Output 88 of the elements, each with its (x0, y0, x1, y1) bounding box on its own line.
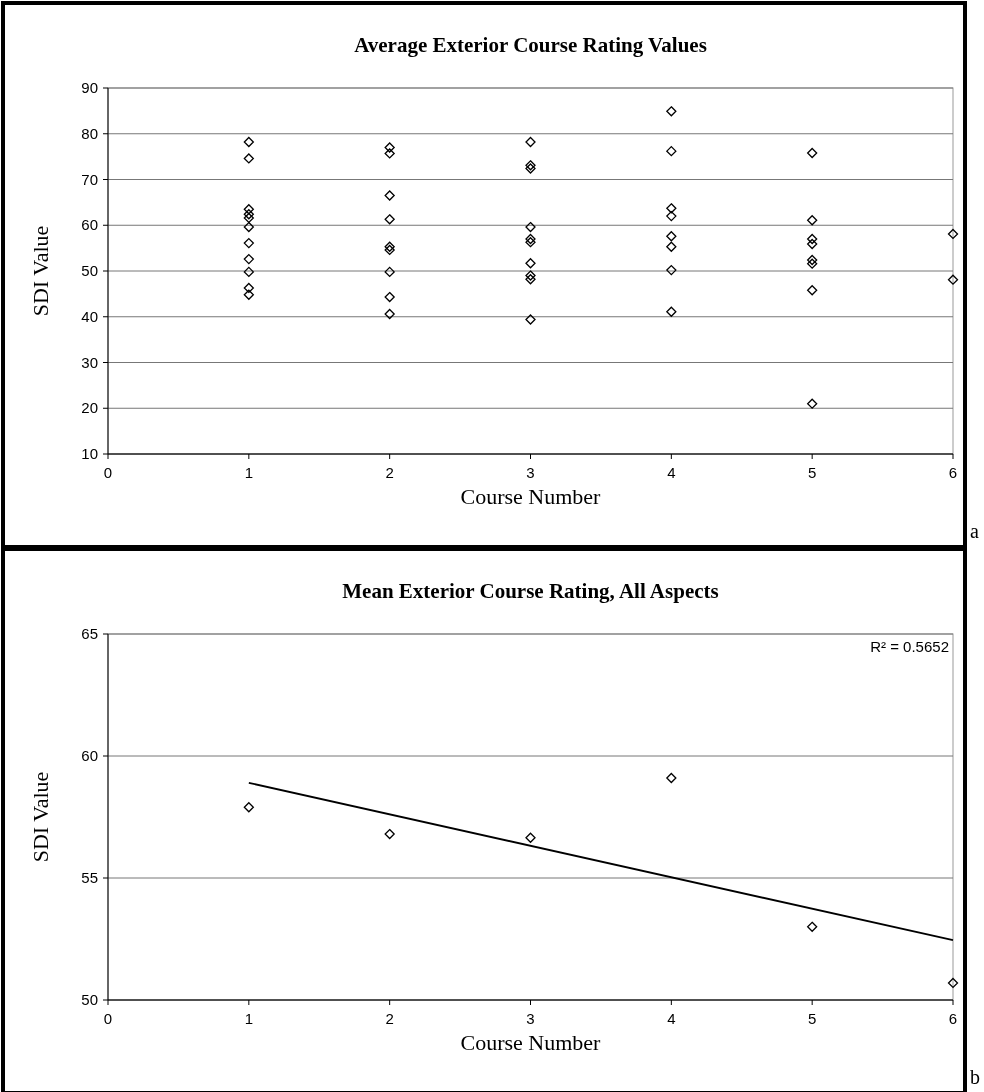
y-tick-label: 20 (81, 399, 98, 417)
y-tick-label: 40 (81, 307, 98, 325)
point (243, 221, 254, 233)
point (525, 258, 536, 269)
point (525, 832, 536, 843)
x-axis-title: Course Number (460, 484, 602, 509)
annotation: R² = 0.5652 (870, 638, 949, 655)
point (384, 241, 395, 252)
x-tick-label: 6 (948, 1010, 958, 1027)
point (243, 266, 254, 278)
point (384, 266, 395, 278)
point (807, 254, 818, 266)
point (666, 210, 677, 222)
point (947, 274, 959, 285)
x-tick-label: 0 (103, 1010, 113, 1027)
point (947, 228, 959, 240)
chart-title: Mean Exterior Course Rating, All Aspects (342, 579, 719, 603)
point (666, 772, 677, 784)
point (666, 264, 677, 276)
point (243, 153, 254, 164)
point (666, 241, 677, 252)
x-tick-label: 1 (244, 1010, 254, 1027)
y-tick-label: 10 (81, 445, 98, 462)
y-axis-title: SDI Value (28, 225, 53, 317)
point (807, 398, 818, 409)
x-tick-label: 4 (667, 464, 676, 481)
y-tick-label: 80 (81, 124, 98, 142)
x-axis-title: Course Number (460, 1030, 602, 1055)
point (807, 215, 818, 226)
chart-title: Average Exterior Course Rating Values (354, 33, 707, 57)
point (384, 214, 395, 225)
point (525, 136, 536, 148)
x-tick-label: 3 (526, 464, 535, 481)
x-tick-label: 5 (807, 1010, 817, 1027)
x-tick-label: 1 (244, 464, 254, 481)
point (243, 237, 254, 249)
point (807, 921, 818, 932)
point (525, 314, 536, 325)
x-tick-label: 2 (385, 1010, 394, 1027)
y-tick-label: 50 (81, 262, 98, 279)
point (243, 289, 254, 300)
y-axis-title: SDI Value (28, 771, 53, 863)
point (947, 977, 959, 989)
point (525, 233, 536, 245)
y-tick-label: 60 (81, 216, 98, 234)
point (807, 233, 818, 245)
y-tick-label: 60 (81, 747, 98, 764)
x-tick-label: 6 (948, 464, 958, 481)
point (384, 142, 395, 153)
point (666, 203, 677, 214)
point (384, 828, 395, 840)
y-tick-label: 65 (81, 625, 98, 642)
point (525, 274, 536, 285)
point (384, 308, 395, 320)
point (243, 136, 254, 148)
point (525, 237, 536, 248)
y-tick-label: 30 (81, 353, 98, 371)
point (384, 244, 395, 256)
point (243, 204, 254, 215)
x-tick-label: 0 (103, 464, 113, 481)
point (384, 148, 395, 159)
point (807, 238, 818, 250)
y-tick-label: 55 (81, 869, 98, 886)
x-tick-label: 5 (807, 464, 817, 481)
y-tick-label: 50 (81, 991, 98, 1008)
x-tick-label: 2 (385, 464, 394, 481)
point (243, 209, 254, 220)
x-tick-label: 4 (667, 1010, 676, 1027)
point (243, 212, 254, 224)
point (807, 285, 818, 296)
x-tick-label: 3 (526, 1010, 535, 1027)
point (666, 231, 677, 242)
point (525, 221, 536, 233)
point (384, 190, 395, 201)
point (807, 258, 818, 269)
text: a (970, 520, 979, 542)
point (384, 291, 395, 303)
y-tick-label: 90 (81, 79, 98, 96)
point (525, 270, 536, 281)
point (666, 145, 677, 157)
y-tick-label: 70 (81, 170, 98, 188)
point (243, 282, 254, 294)
text: b (970, 1066, 980, 1088)
point (807, 147, 818, 159)
point (666, 306, 677, 317)
point (666, 106, 677, 117)
point (243, 253, 254, 265)
point (243, 802, 254, 813)
